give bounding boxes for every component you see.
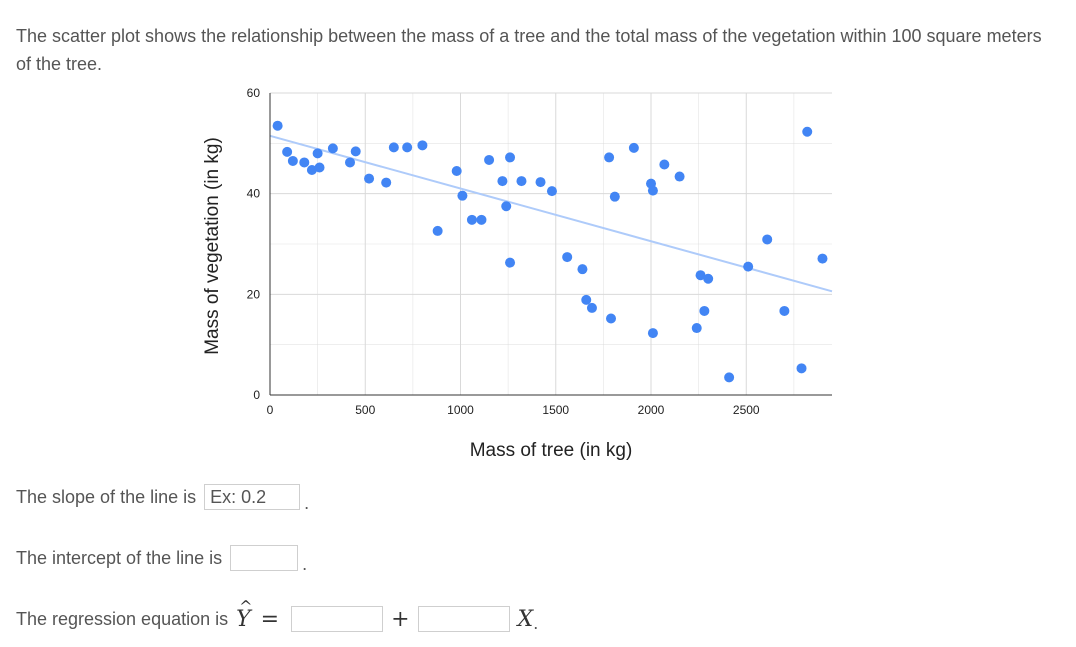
data-point — [287, 155, 298, 166]
y-tick-label: 20 — [247, 287, 261, 301]
data-point — [691, 323, 702, 334]
data-point — [484, 154, 495, 165]
trendline — [269, 134, 833, 293]
slope-label: The slope of the line is — [16, 486, 197, 507]
x-tick-label: 1500 — [542, 403, 569, 417]
x-tick-label: 2000 — [638, 403, 665, 417]
data-point — [417, 140, 428, 151]
data-point — [562, 252, 573, 263]
y-hat-symbol: ^ Y — [236, 596, 253, 632]
data-point — [306, 165, 317, 176]
x-tick-label: 0 — [267, 403, 274, 417]
axis-layer — [269, 93, 832, 396]
data-point — [703, 273, 714, 284]
data-point — [505, 257, 516, 268]
data-point — [535, 177, 546, 188]
data-point — [282, 146, 293, 157]
data-point — [314, 162, 325, 173]
data-point — [581, 294, 592, 305]
x-symbol: X — [517, 606, 534, 632]
data-point — [312, 148, 323, 159]
data-point — [402, 142, 413, 153]
data-point — [659, 159, 670, 170]
data-point — [327, 143, 338, 154]
data-point — [546, 186, 557, 197]
data-point — [466, 214, 477, 225]
grid-layer — [270, 92, 832, 395]
x-tick-label: 2500 — [733, 403, 760, 417]
intercept-input[interactable] — [230, 545, 299, 571]
equals-sign: = — [260, 606, 280, 632]
data-point — [743, 261, 754, 272]
data-point — [432, 225, 443, 236]
points-layer — [272, 120, 828, 383]
data-point — [802, 126, 813, 137]
data-point — [817, 253, 828, 264]
slope-question: The slope of the line is . — [16, 484, 309, 513]
data-point — [609, 191, 620, 202]
y-axis-title: Mass of vegetation (in kg) — [202, 137, 223, 355]
data-point — [724, 372, 735, 383]
data-point — [350, 146, 361, 157]
plus-sign: + — [391, 606, 410, 632]
intercept-label: The intercept of the line is — [16, 547, 223, 568]
intercept-question: The intercept of the line is . — [16, 545, 307, 574]
data-point — [299, 157, 310, 168]
data-point — [779, 305, 790, 316]
intercept-period: . — [302, 553, 308, 574]
data-point — [451, 166, 462, 177]
data-point — [381, 177, 392, 188]
data-point — [272, 120, 283, 131]
scatter-chart: 0 500 1000 1500 2000 2500 0 20 40 60 Mass of tree … — [202, 86, 833, 461]
data-point — [516, 176, 527, 187]
data-point — [364, 173, 375, 184]
data-point — [388, 142, 399, 153]
slope-period: . — [304, 492, 310, 513]
regression-question: The regression equation is ^ Y = + X . — [16, 596, 539, 633]
data-point — [699, 305, 710, 316]
data-point — [606, 313, 617, 324]
data-point — [586, 302, 597, 313]
data-point — [796, 363, 807, 374]
regression-slope-input[interactable] — [417, 606, 510, 632]
y-tick-label: 0 — [253, 388, 260, 402]
data-point — [505, 152, 516, 163]
data-point — [695, 270, 706, 281]
data-point — [647, 328, 658, 339]
data-point — [345, 157, 356, 168]
x-axis-title: Mass of tree (in kg) — [470, 440, 633, 461]
problem-intro: The scatter plot shows the relationship … — [16, 26, 1042, 74]
data-point — [577, 264, 588, 275]
slope-input[interactable] — [204, 484, 301, 510]
x-tick-label: 500 — [355, 403, 375, 417]
data-point — [674, 171, 685, 182]
trendline-layer — [269, 134, 833, 293]
data-point — [762, 234, 773, 245]
regression-label: The regression equation is — [16, 608, 229, 629]
data-point — [628, 142, 639, 153]
data-point — [604, 152, 615, 163]
y-tick-label: 60 — [247, 86, 261, 100]
x-tick-label: 1000 — [447, 403, 474, 417]
data-point — [647, 185, 658, 196]
data-point — [457, 190, 468, 201]
regression-intercept-input[interactable] — [291, 606, 384, 632]
data-point — [501, 201, 512, 212]
data-point — [497, 176, 508, 187]
y-tick-label: 40 — [247, 187, 261, 201]
regression-period: . — [533, 612, 539, 633]
data-point — [476, 214, 487, 225]
label-layer: 0 500 1000 1500 2000 2500 0 20 40 60 Mass of tree … — [202, 86, 760, 461]
